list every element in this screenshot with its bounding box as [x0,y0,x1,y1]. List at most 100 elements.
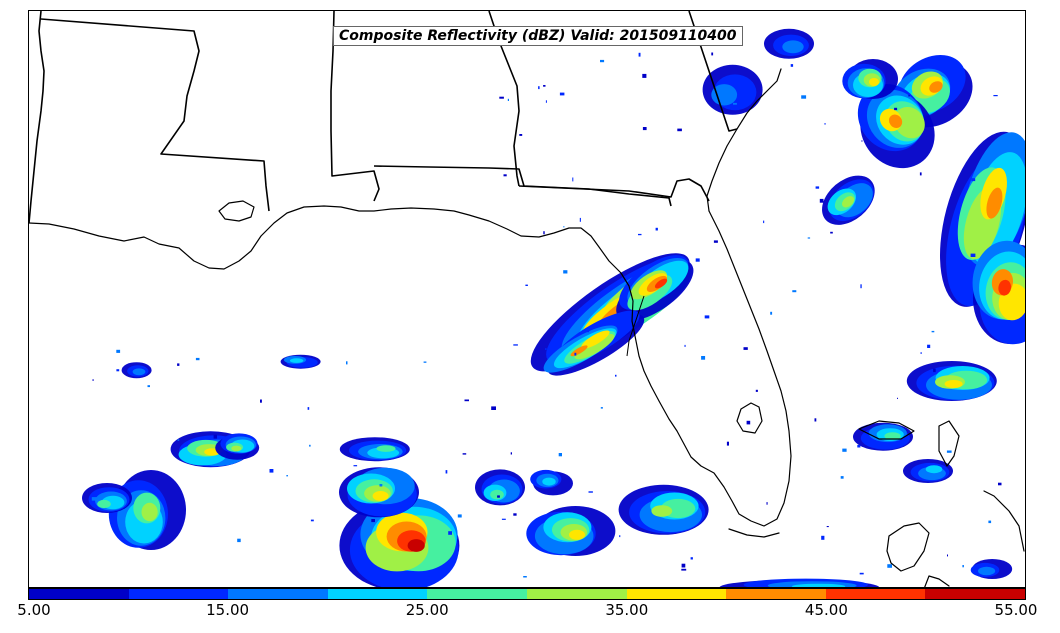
colorbar-segment-6 [626,589,727,599]
radar-echo-speck [600,59,605,63]
radar-echo-speck [177,439,180,441]
bahamas-island [886,522,930,572]
radar-echo-speck [655,227,658,231]
radar-echo-speck [792,290,797,293]
radar-echo-speck [807,237,811,239]
radar-echo-speck [755,389,758,392]
radar-echo-speck [615,374,617,377]
radar-echo-speck [310,519,314,522]
colorbar-segment-0 [29,589,129,599]
radar-echo [141,502,158,522]
radar-echo [651,505,673,517]
radar-echo-speck [638,52,641,57]
radar-echo [884,432,901,440]
radar-echo-speck [584,330,590,333]
radar-echo-speck [824,123,826,125]
radar-echo-speck [379,484,383,487]
radar-echo-speck [840,476,844,479]
radar-echo-speck [933,368,936,373]
radar-echo-speck [713,240,718,243]
radar-echo [998,279,1012,296]
radar-echo-speck [642,127,647,131]
radar-echo [542,477,556,486]
radar-echo-speck [919,172,922,176]
radar-echo [97,499,111,509]
radar-echo-speck [894,107,898,111]
radar-echo-speck [746,420,751,425]
radar-echo [888,114,903,129]
radar-echo-speck [237,538,241,543]
radar-echo-layer [82,28,1025,587]
radar-echo [407,539,425,552]
radar-echo-speck [507,98,509,101]
radar-echo-speck [177,363,180,366]
radar-echo-speck [286,475,288,477]
gulf-coastline [29,205,792,527]
radar-echo-speck [887,564,892,568]
louisiana-border [29,11,45,224]
radar-echo-speck [701,356,706,360]
radar-echo-speck [497,495,500,498]
radar-echo-speck [619,535,621,538]
radar-echo-speck [819,198,824,203]
radar-echo-speck [543,231,545,235]
radar-echo [978,566,996,576]
radar-echo-speck [195,357,200,361]
colorbar-tick-label: 15.00 [206,601,250,619]
colorbar-tick-label: 55.00 [994,601,1038,619]
mississippi-border [40,18,270,212]
map-title: Composite Reflectivity (dBZ) Valid: 2015… [333,26,743,46]
radar-echo [711,84,738,106]
colorbar-segment-5 [526,589,627,599]
radar-echo-speck [213,434,217,439]
radar-echo-speck [998,482,1002,486]
andros-island [938,420,960,467]
radar-echo [986,187,1003,219]
radar-echo-speck [815,186,820,189]
radar-echo [791,583,846,587]
map-panel: Composite Reflectivity (dBZ) Valid: 2015… [28,10,1026,588]
radar-echo [929,81,943,93]
radar-echo-speck [503,174,507,177]
radar-echo-speck [681,568,687,571]
radar-echo-speck [563,270,568,274]
radar-echo-speck [770,311,773,315]
radar-echo [372,491,389,501]
colorbar-segment-7 [726,589,826,599]
radar-echo-speck [448,531,452,535]
radar-echo-speck [920,352,922,354]
colorbar-tick-label: 35.00 [605,601,649,619]
radar-echo-speck [830,231,833,234]
radar-echo-speck [538,86,540,90]
radar-echo-speck [513,344,518,346]
radar-echo [132,368,146,376]
state-border-layer [29,11,738,224]
florida-keys [728,528,780,538]
radar-echo-speck [543,85,546,87]
radar-echo-speck [962,565,964,568]
colorbar-tick-label: 45.00 [804,601,848,619]
radar-echo-speck [445,470,448,474]
cuba-coast [924,575,950,587]
radar-echo-speck [464,399,469,402]
radar-echo-speck [684,344,686,347]
radar-echo [569,529,585,540]
radar-echo-speck [931,330,935,333]
radar-echo-speck [116,349,121,353]
radar-echo-speck [733,102,737,105]
radar-echo-speck [857,444,861,448]
radar-echo-speck [826,526,829,528]
radar-echo-speck [525,284,528,286]
radar-echo-speck [572,177,574,182]
radar-echo [289,358,304,363]
colorbar-tick-label: 25.00 [405,601,449,619]
radar-echo-speck [897,397,898,399]
radar-echo-speck [457,514,462,518]
radar-echo-speck [801,95,807,99]
radar-echo-speck [971,178,976,182]
radar-echo-speck [260,399,262,403]
radar-echo [231,445,242,452]
colorbar-segment-8 [825,589,926,599]
colorbar-segment-4 [427,589,527,599]
radar-echo-speck [860,284,862,289]
